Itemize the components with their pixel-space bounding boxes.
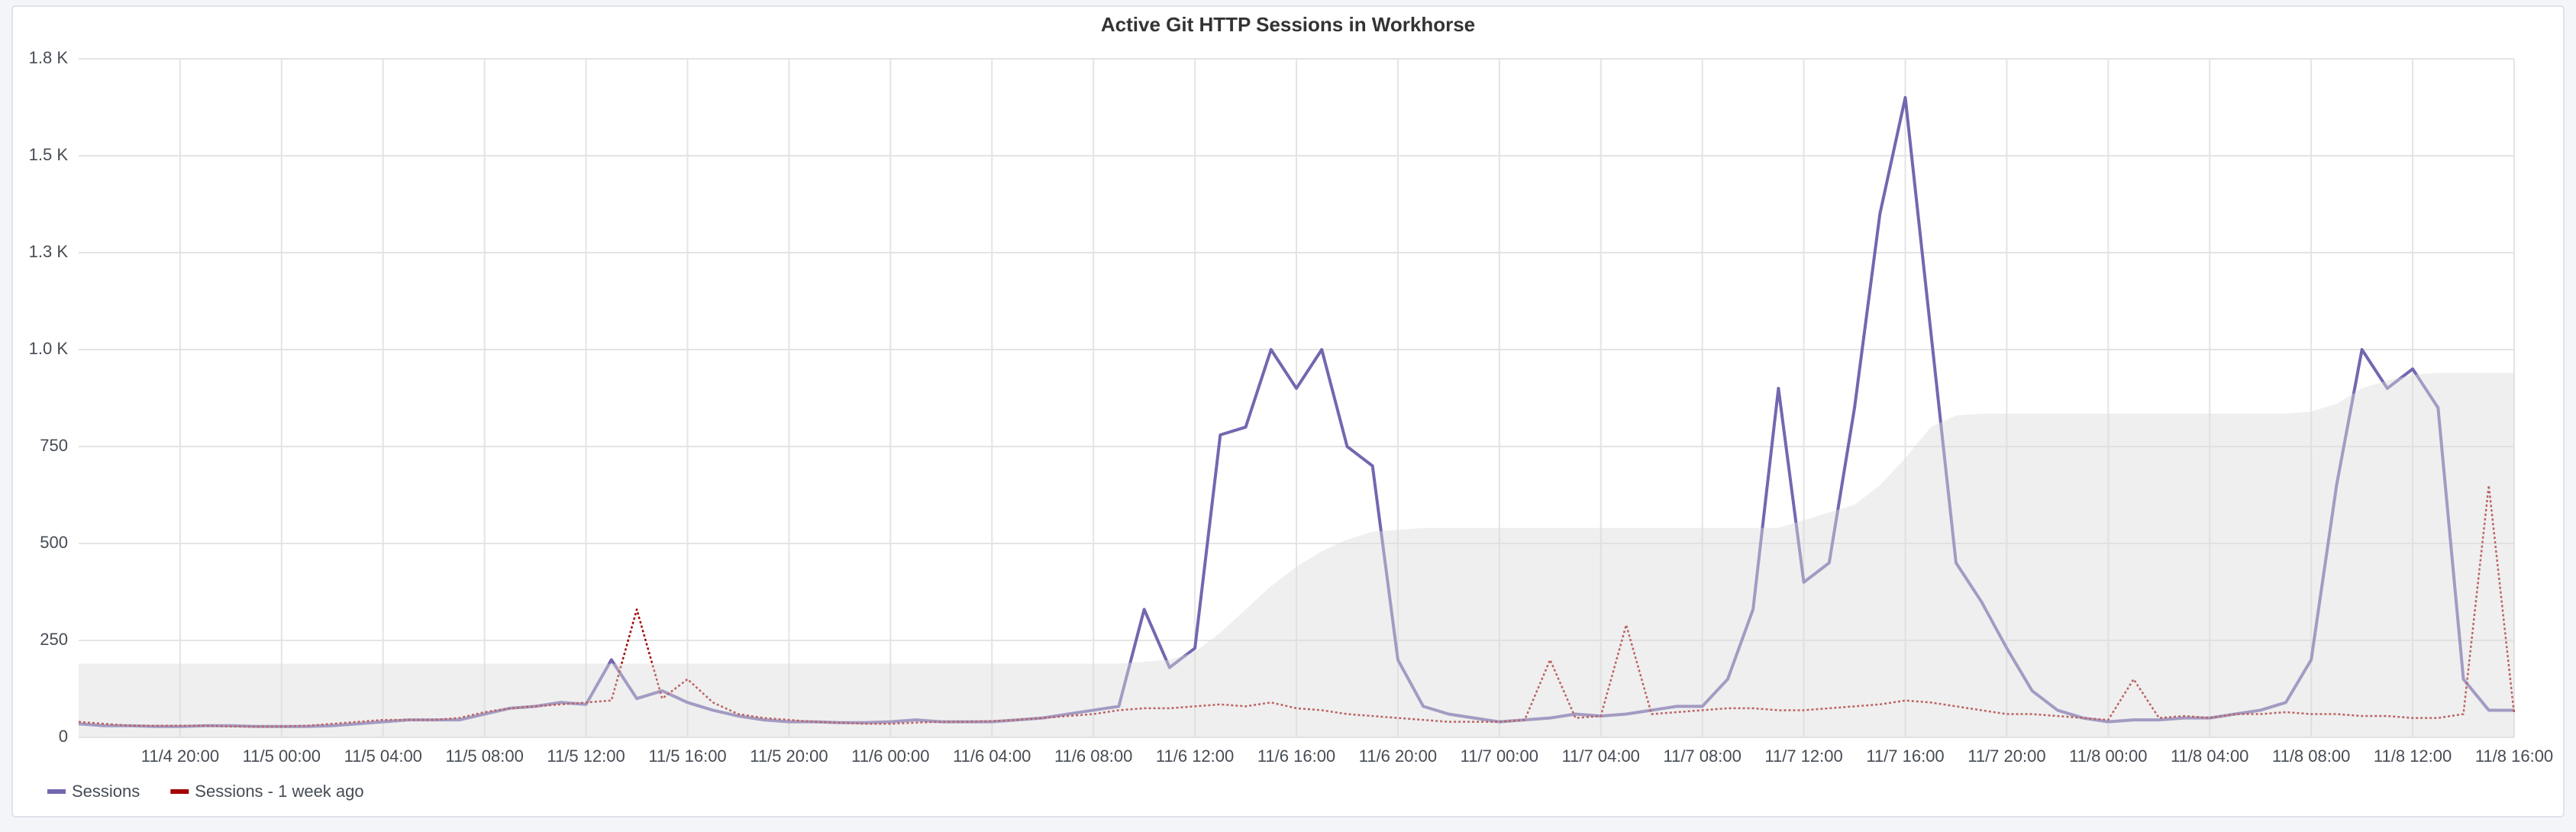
y-tick-label: 750 — [40, 436, 68, 455]
x-tick-label: 11/8 12:00 — [2374, 747, 2452, 766]
y-tick-label: 1.5 K — [29, 145, 69, 164]
x-tick-label: 11/6 04:00 — [953, 747, 1031, 766]
x-tick-label: 11/5 16:00 — [648, 747, 726, 766]
x-tick-label: 11/6 08:00 — [1054, 747, 1132, 766]
series-line — [78, 95, 2514, 728]
x-tick-label: 11/7 08:00 — [1663, 747, 1741, 766]
x-tick-label: 11/7 16:00 — [1866, 747, 1944, 766]
y-tick-label: 1.0 K — [29, 339, 69, 358]
x-tick-label: 11/8 04:00 — [2171, 747, 2248, 766]
x-tick-label: 11/5 12:00 — [547, 747, 625, 766]
x-tick-label: 11/5 08:00 — [445, 747, 523, 766]
chart-title: Active Git HTTP Sessions in Workhorse — [1101, 13, 1475, 36]
x-tick-label: 11/7 12:00 — [1764, 747, 1842, 766]
x-tick-label: 11/7 04:00 — [1562, 747, 1640, 766]
legend-swatch — [170, 789, 189, 794]
x-tick-label: 11/5 00:00 — [243, 747, 321, 766]
legend-swatch — [47, 789, 66, 794]
y-tick-label: 0 — [59, 727, 68, 746]
y-tick-label: 500 — [40, 533, 68, 552]
legend-label: Sessions - 1 week ago — [195, 782, 363, 801]
y-tick-label: 250 — [40, 630, 68, 649]
y-tick-label: 1.8 K — [29, 48, 69, 67]
x-tick-label: 11/6 16:00 — [1257, 747, 1335, 766]
x-tick-label: 11/6 12:00 — [1156, 747, 1234, 766]
x-tick-label: 11/7 20:00 — [1968, 747, 2045, 766]
y-tick-label: 1.3 K — [29, 242, 69, 261]
x-tick-label: 11/5 04:00 — [344, 747, 422, 766]
x-tick-label: 11/8 00:00 — [2069, 747, 2147, 766]
series-line — [78, 484, 2516, 728]
x-tick-label: 11/8 16:00 — [2475, 747, 2553, 766]
x-tick-label: 11/4 20:00 — [141, 747, 219, 766]
band-area — [79, 372, 2514, 737]
x-tick-label: 11/6 20:00 — [1359, 747, 1437, 766]
x-tick-label: 11/5 20:00 — [750, 747, 828, 766]
x-tick-label: 11/6 00:00 — [851, 747, 929, 766]
legend-label: Sessions — [72, 782, 140, 801]
x-tick-label: 11/7 00:00 — [1461, 747, 1538, 766]
x-tick-label: 11/8 08:00 — [2272, 747, 2350, 766]
panel — [11, 5, 2565, 817]
